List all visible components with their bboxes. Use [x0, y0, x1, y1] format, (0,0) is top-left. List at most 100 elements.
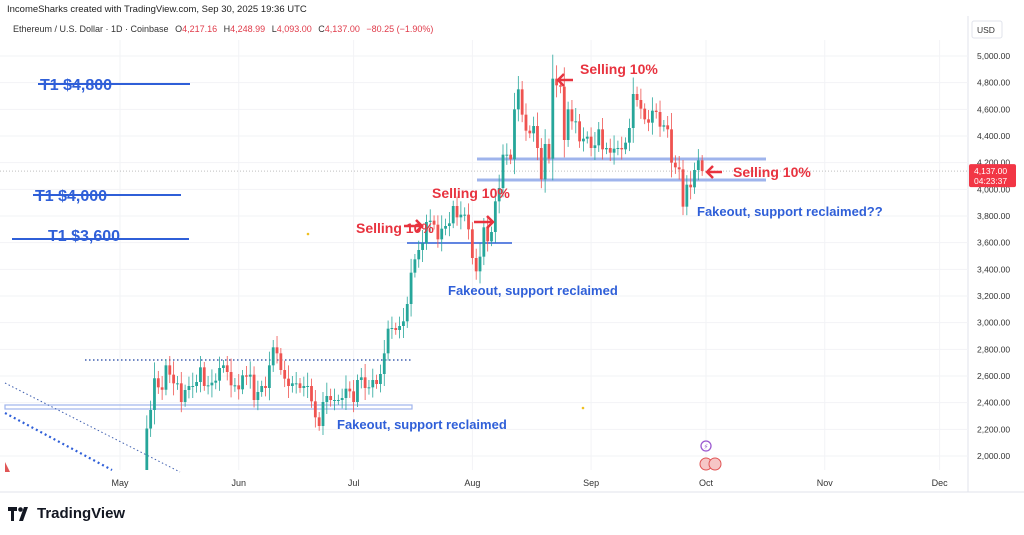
support-zone [4, 404, 413, 410]
candle-body [432, 220, 436, 225]
candle-body [191, 386, 195, 387]
candle-body [394, 328, 398, 330]
high-value: 4,248.99 [230, 24, 266, 34]
selling-label: Selling 10% [356, 220, 434, 236]
candle-body [528, 130, 532, 134]
current-price-badge [969, 164, 1016, 188]
trend-line [4, 382, 181, 473]
x-tick-label: Nov [817, 478, 834, 488]
candle-body [574, 121, 578, 123]
candle-body [225, 365, 229, 372]
candle-body [643, 108, 647, 120]
candle-body [631, 94, 635, 128]
candle-body [248, 374, 252, 377]
candle-body [313, 401, 317, 418]
x-tick-label: Dec [932, 478, 949, 488]
candle-body [363, 377, 367, 388]
candle-body [662, 125, 666, 127]
y-tick-label: 3,000.00 [977, 318, 1010, 328]
candle-body [405, 304, 409, 322]
fakeout-label: Fakeout, support reclaimed [448, 283, 618, 298]
candle-body [647, 119, 650, 123]
candle-body [321, 402, 325, 426]
x-tick-label: Sep [583, 478, 599, 488]
close-value: 4,137.00 [324, 24, 360, 34]
candle-body [589, 136, 593, 148]
y-tick-label: 2,000.00 [977, 451, 1010, 461]
open-label: O [175, 24, 183, 34]
candle-body [608, 148, 612, 153]
arrowhead-icon [486, 215, 495, 229]
flag-marker-icon [5, 462, 10, 472]
target-label-4000: T1 $4,000 [35, 188, 107, 205]
low-label: L [271, 24, 277, 34]
candle-body [696, 160, 700, 170]
high-label: H [223, 24, 231, 34]
symbol-name[interactable]: Ethereum / U.S. Dollar · 1D · Coinbase [13, 24, 169, 34]
candle-body [183, 390, 187, 402]
candles [145, 54, 704, 470]
y-tick-label: 4,000.00 [977, 184, 1010, 194]
currency-label: USD [977, 25, 995, 35]
marker-dot [306, 232, 310, 236]
candle-body [474, 258, 478, 272]
price-axis: 2,000.00 2,200.00 2,400.00 2,600.00 2,800.00… [969, 20, 1016, 461]
candle-body [195, 382, 198, 386]
candle-body [509, 154, 513, 160]
selling-label: Selling 10% [432, 185, 510, 201]
candle-body [501, 154, 505, 188]
y-tick-label: 2,400.00 [977, 398, 1010, 408]
candle-body [402, 321, 405, 326]
candle-body [340, 398, 344, 400]
candle-body [681, 169, 685, 207]
selling-label: Selling 10% [733, 164, 811, 180]
trend-line-bold [4, 412, 113, 471]
candle-body [179, 383, 183, 402]
marker-dot [581, 406, 585, 410]
candle-body [325, 396, 329, 402]
candle-body [153, 378, 156, 410]
candle-body [176, 383, 179, 385]
y-tick-label: 3,200.00 [977, 291, 1010, 301]
arrowhead-icon [705, 165, 714, 179]
candle-body [214, 380, 218, 383]
candle-body [685, 184, 689, 207]
candle-body [348, 388, 352, 392]
candle-body [689, 184, 693, 188]
candle-body [317, 417, 321, 426]
candle-body [425, 222, 428, 244]
candle-body [356, 380, 359, 402]
candle-body [551, 78, 555, 159]
candle-body [145, 428, 149, 470]
candle-body [371, 380, 375, 388]
candle-body [700, 160, 704, 172]
candle-body [428, 220, 432, 222]
candle-body [229, 372, 233, 386]
y-tick-label: 4,200.00 [977, 158, 1010, 168]
candle-body [421, 243, 424, 250]
candle-body [409, 272, 413, 304]
annotations: T1 $4,800 T1 $4,000 T1 $3,600 Selling 10% Se… [5, 61, 883, 472]
grid [0, 16, 1024, 493]
candle-body [302, 386, 306, 388]
y-tick-label: 4,800.00 [977, 78, 1010, 88]
candle-body [547, 144, 551, 159]
fakeout-label: Fakeout, support reclaimed [337, 417, 507, 432]
candle-body [559, 85, 562, 87]
candle-body [543, 144, 547, 180]
time-axis: May Jun Jul Aug Sep Oct Nov Dec [111, 478, 948, 488]
candle-body [670, 129, 673, 163]
candle-body [306, 386, 310, 387]
candle-body [168, 365, 172, 375]
candle-body [329, 396, 333, 400]
drawings [0, 83, 968, 473]
candle-body [264, 386, 267, 388]
x-tick-label: May [111, 478, 129, 488]
candle-body [333, 400, 336, 401]
lightning-glyph: ⚡ [704, 443, 709, 451]
candle-body [271, 347, 275, 366]
us-flag-event-icon [708, 457, 722, 471]
tradingview-logo[interactable]: TradingView [8, 505, 125, 522]
x-tick-label: Aug [464, 478, 480, 488]
